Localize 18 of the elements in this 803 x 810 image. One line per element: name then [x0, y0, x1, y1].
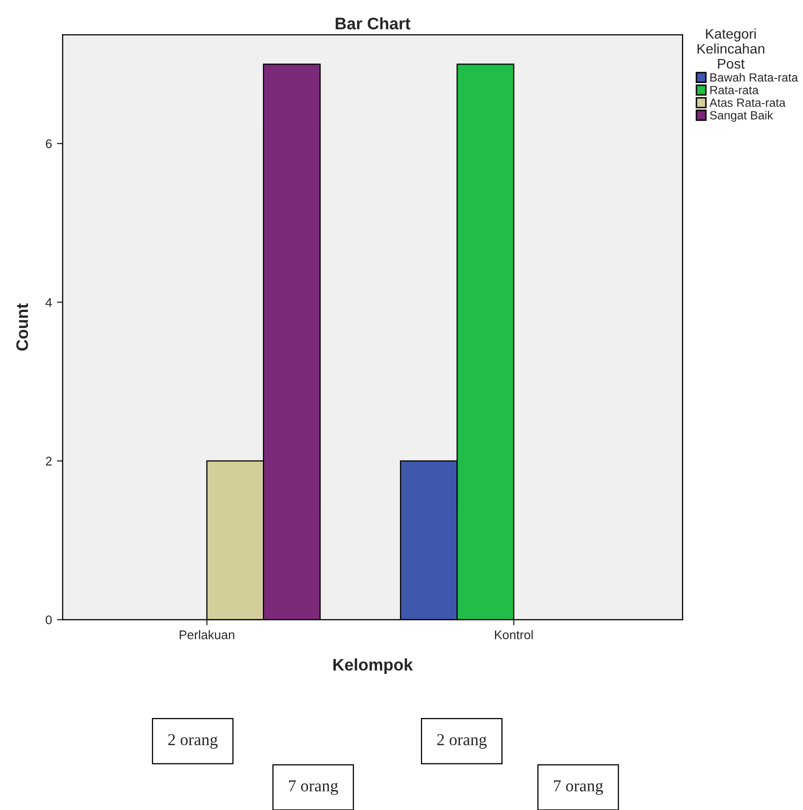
text: 7 orang — [289, 780, 338, 795]
x-axis-title: Kelompok — [333, 658, 413, 674]
y-tick-label: 4 — [46, 298, 52, 307]
legend-label: Atas Rata-rata — [709, 98, 786, 107]
y-tick-label: 0 — [46, 615, 52, 624]
text: 2 orang — [437, 734, 487, 749]
text: 2 orang — [168, 734, 218, 749]
text: 7 orang — [554, 780, 604, 795]
x-tick-label: Perlakuan — [180, 630, 234, 640]
legend-label: Rata-rata — [710, 86, 759, 94]
legend-label: Bawah Rata-rata — [710, 72, 798, 82]
y-tick-label: 2 — [46, 456, 52, 466]
x-tick-label: Kontrol — [494, 630, 533, 640]
legend-label: Sangat Baik — [710, 110, 774, 122]
chart-title: Bar Chart — [336, 17, 410, 30]
legend-title: Kategori Kelincahan Post — [698, 28, 764, 69]
y-tick-label: 6 — [46, 139, 52, 148]
y-axis-title: Count — [16, 303, 28, 351]
